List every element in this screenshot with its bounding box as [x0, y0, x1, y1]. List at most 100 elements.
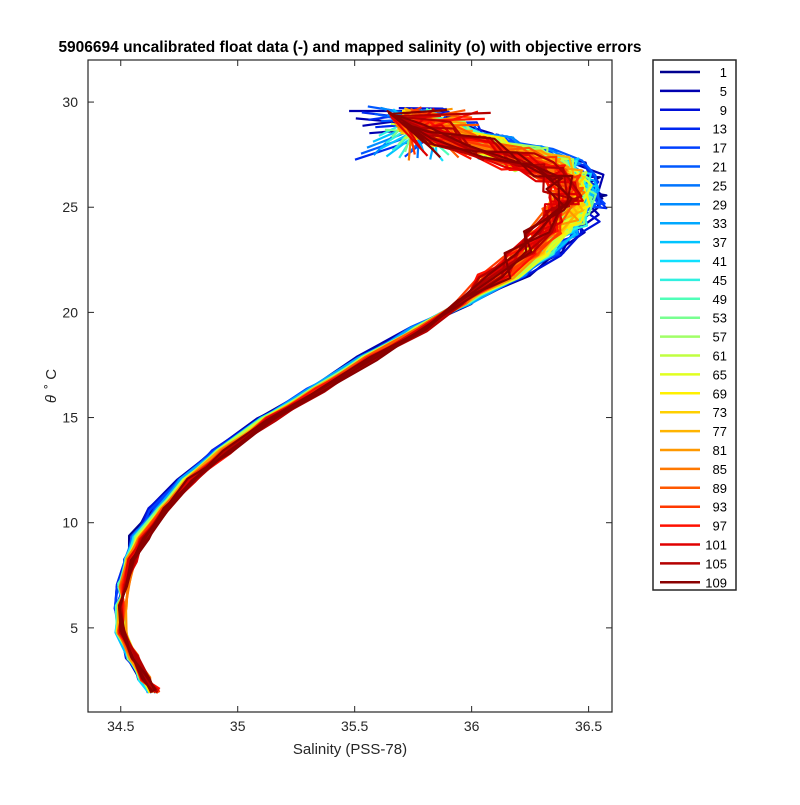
legend-entry-label: 105	[705, 556, 727, 571]
profile-line-49	[117, 110, 587, 691]
x-axis: 34.5 35 35.5 36 36.5	[107, 60, 602, 734]
profile-line-97	[120, 117, 573, 691]
profile-line-13	[114, 130, 608, 694]
legend-entry-label: 37	[713, 235, 727, 250]
profile-line-93	[117, 120, 575, 691]
profile-line-29	[119, 109, 582, 694]
profile-line-81	[124, 126, 583, 693]
profile-line-9	[115, 110, 597, 694]
y-axis-label-symbol: θ	[43, 395, 60, 403]
profile-line-17	[117, 115, 606, 693]
profile-line-97	[119, 110, 566, 692]
profile-line-33	[118, 109, 586, 693]
profile-line-77	[117, 110, 579, 694]
profile-line-33	[118, 125, 601, 691]
legend-entry-label: 41	[713, 254, 727, 269]
profile-line-69	[118, 116, 583, 694]
profile-line-57	[119, 119, 588, 692]
profile-line-77	[116, 118, 584, 690]
profile-line-53	[116, 123, 585, 691]
legend-entry-label: 13	[713, 122, 727, 137]
profile-line-13	[114, 111, 600, 691]
profile-line-41	[114, 112, 590, 694]
profile-line-85	[120, 110, 582, 693]
profile-line-101	[120, 126, 580, 692]
profile-line-57	[116, 125, 575, 693]
profile-line-73	[117, 121, 586, 693]
profile-line-49	[114, 107, 595, 694]
profile-line-5	[116, 109, 600, 690]
profile-line-85	[117, 113, 560, 690]
profile-line-81	[119, 107, 581, 691]
legend-entry-label: 25	[713, 178, 727, 193]
profile-line-53	[118, 122, 597, 694]
profile-line-45	[115, 110, 582, 692]
x-tick-label: 35	[230, 718, 246, 734]
profile-line-89	[118, 111, 580, 693]
profile-line-97	[121, 128, 553, 690]
profile-line-29	[118, 112, 585, 691]
profile-line-9	[115, 107, 601, 692]
y-tick-label: 20	[62, 304, 78, 320]
legend-entry-label: 61	[713, 349, 727, 364]
profile-line-69	[118, 112, 573, 693]
profile-line-13	[114, 121, 583, 693]
profile-line-109	[118, 109, 565, 692]
profile-line-1	[116, 115, 608, 690]
legend-entry-label: 69	[713, 386, 727, 401]
profile-line-65	[119, 120, 587, 694]
profile-line-21	[118, 105, 592, 690]
legend-entry-label: 65	[713, 367, 727, 382]
profile-line-9	[115, 124, 592, 691]
legend-entry-label: 97	[713, 519, 727, 534]
profile-line-25	[118, 114, 591, 693]
legend-entry-label: 21	[713, 160, 727, 175]
profile-line-17	[116, 108, 602, 693]
y-axis: 5 10 15 20 25 30	[62, 94, 612, 636]
profile-line-13	[114, 107, 588, 692]
profile-line-61	[117, 122, 586, 691]
legend-entry-label: 49	[713, 292, 727, 307]
profile-line-73	[118, 113, 578, 692]
legend-entry-label: 77	[713, 424, 727, 439]
profile-line-5	[116, 117, 594, 691]
profile-line-29	[119, 106, 592, 690]
y-tick-label: 30	[62, 94, 78, 110]
legend-entry-label: 1	[720, 65, 727, 80]
profile-line-97	[118, 117, 565, 693]
y-axis-label-unit: ˚ C	[43, 369, 60, 389]
x-tick-label: 36	[464, 718, 480, 734]
profile-line-85	[116, 126, 575, 692]
svg-text:θ˚ C: θ ˚ C	[43, 369, 60, 403]
profile-line-61	[120, 128, 587, 692]
x-tick-label: 34.5	[107, 718, 134, 734]
profile-line-109	[118, 123, 574, 693]
profile-line-109	[117, 108, 573, 694]
profile-line-101	[118, 114, 579, 690]
profile-line-41	[116, 129, 592, 692]
profile-line-105	[119, 123, 571, 694]
profile-line-93	[120, 131, 562, 692]
profile-line-41	[116, 115, 585, 692]
legend-entry-label: 9	[720, 103, 727, 118]
profile-line-93	[118, 108, 571, 694]
legend: 1 5 9 13 17 21 25 29 33 37 41 45 49 53 57 61 65 69 73 77 81 8…	[652, 59, 737, 591]
legend-entry-label: 57	[713, 330, 727, 345]
profile-line-57	[119, 131, 586, 690]
profile-line-65	[116, 112, 582, 693]
legend-entry-label: 101	[705, 538, 727, 553]
legend-entry-label: 33	[713, 216, 727, 231]
profile-line-65	[117, 119, 593, 692]
y-tick-label: 5	[70, 620, 78, 636]
profile-line-21	[118, 112, 597, 691]
profile-line-89	[117, 123, 584, 693]
legend-entry-label: 109	[705, 575, 727, 590]
profile-line-69	[117, 109, 588, 691]
profile-line-73	[117, 109, 586, 690]
legend-entry-label: 53	[713, 311, 727, 326]
plot-frame	[87, 59, 613, 713]
legend-entry-label: 45	[713, 273, 727, 288]
profile-line-57	[115, 116, 582, 694]
profile-line-61	[120, 117, 588, 693]
